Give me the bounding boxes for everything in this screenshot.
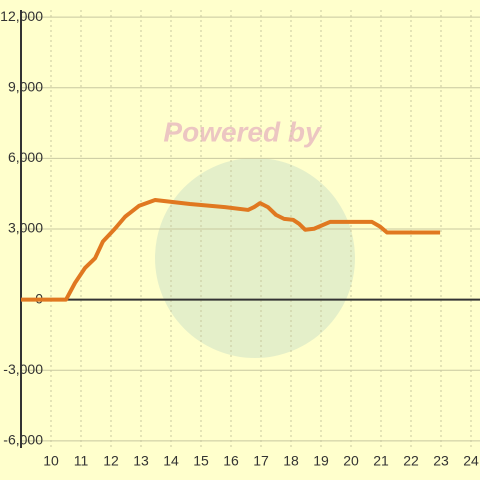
watermark: Powered by (163, 116, 322, 147)
y-tick-label: -6,000 (3, 432, 43, 448)
x-tick-label: 23 (433, 453, 449, 469)
y-tick-label: -3,000 (3, 361, 43, 377)
y-tick-label: 3,000 (8, 220, 43, 236)
x-tick-label: 10 (43, 453, 59, 469)
x-tick-label: 20 (343, 453, 359, 469)
x-tick-label: 24 (463, 453, 479, 469)
x-tick-label: 14 (163, 453, 179, 469)
x-tick-label: 18 (283, 453, 299, 469)
x-tick-label: 13 (133, 453, 149, 469)
line (21, 198, 441, 302)
x-tick-label: 12 (103, 453, 119, 469)
x-tick-label: 21 (373, 453, 389, 469)
x-tick-label: 22 (403, 453, 419, 469)
watermark-logo (155, 158, 355, 358)
x-tick-label: 15 (193, 453, 209, 469)
y-tick-label: 6,000 (8, 149, 43, 165)
x-tick-label: 11 (74, 453, 89, 469)
x-tick-label: 19 (313, 453, 329, 469)
x-tick-label: 17 (253, 453, 269, 469)
y-tick-label: 9,000 (8, 78, 43, 94)
x-tick-label: 16 (223, 453, 239, 469)
